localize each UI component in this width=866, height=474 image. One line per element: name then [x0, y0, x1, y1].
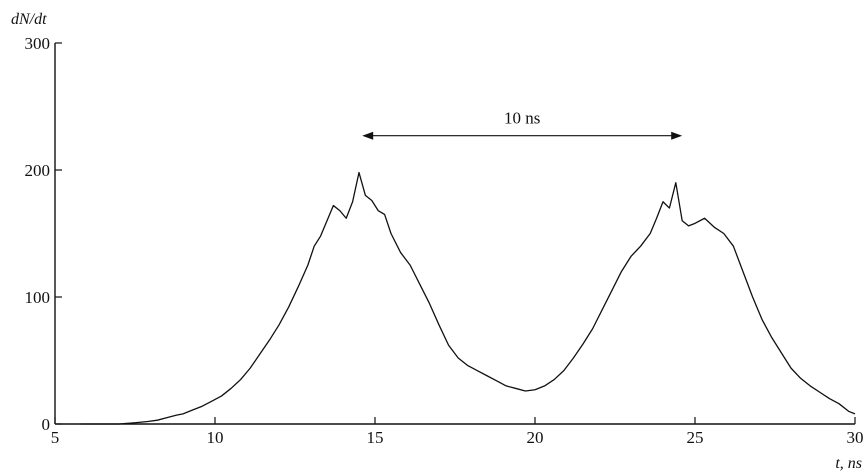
x-tick-label: 10: [207, 428, 224, 447]
y-axis-title: dN/dt: [11, 11, 47, 28]
x-tick-label: 30: [847, 428, 864, 447]
y-tick-label: 100: [25, 288, 51, 307]
x-ticks: 5 10 15 20 25 30: [51, 417, 864, 447]
annotation-label: 10 ns: [504, 109, 540, 128]
y-tick-label: 200: [25, 161, 51, 180]
annotation-arrowhead-left: [362, 131, 374, 140]
x-axis-title: t, ns: [835, 455, 862, 472]
series-line: [80, 171, 856, 425]
x-tick-label: 5: [51, 428, 60, 447]
x-tick-label: 25: [687, 428, 704, 447]
x-tick-label: 20: [527, 428, 544, 447]
y-ticks: 0 100 200 300: [25, 34, 62, 434]
annotation-arrowhead-right: [671, 131, 683, 140]
y-tick-label: 0: [42, 415, 51, 434]
x-tick-label: 15: [367, 428, 384, 447]
annotation: 10 ns: [362, 109, 683, 140]
y-tick-label: 300: [25, 34, 51, 53]
